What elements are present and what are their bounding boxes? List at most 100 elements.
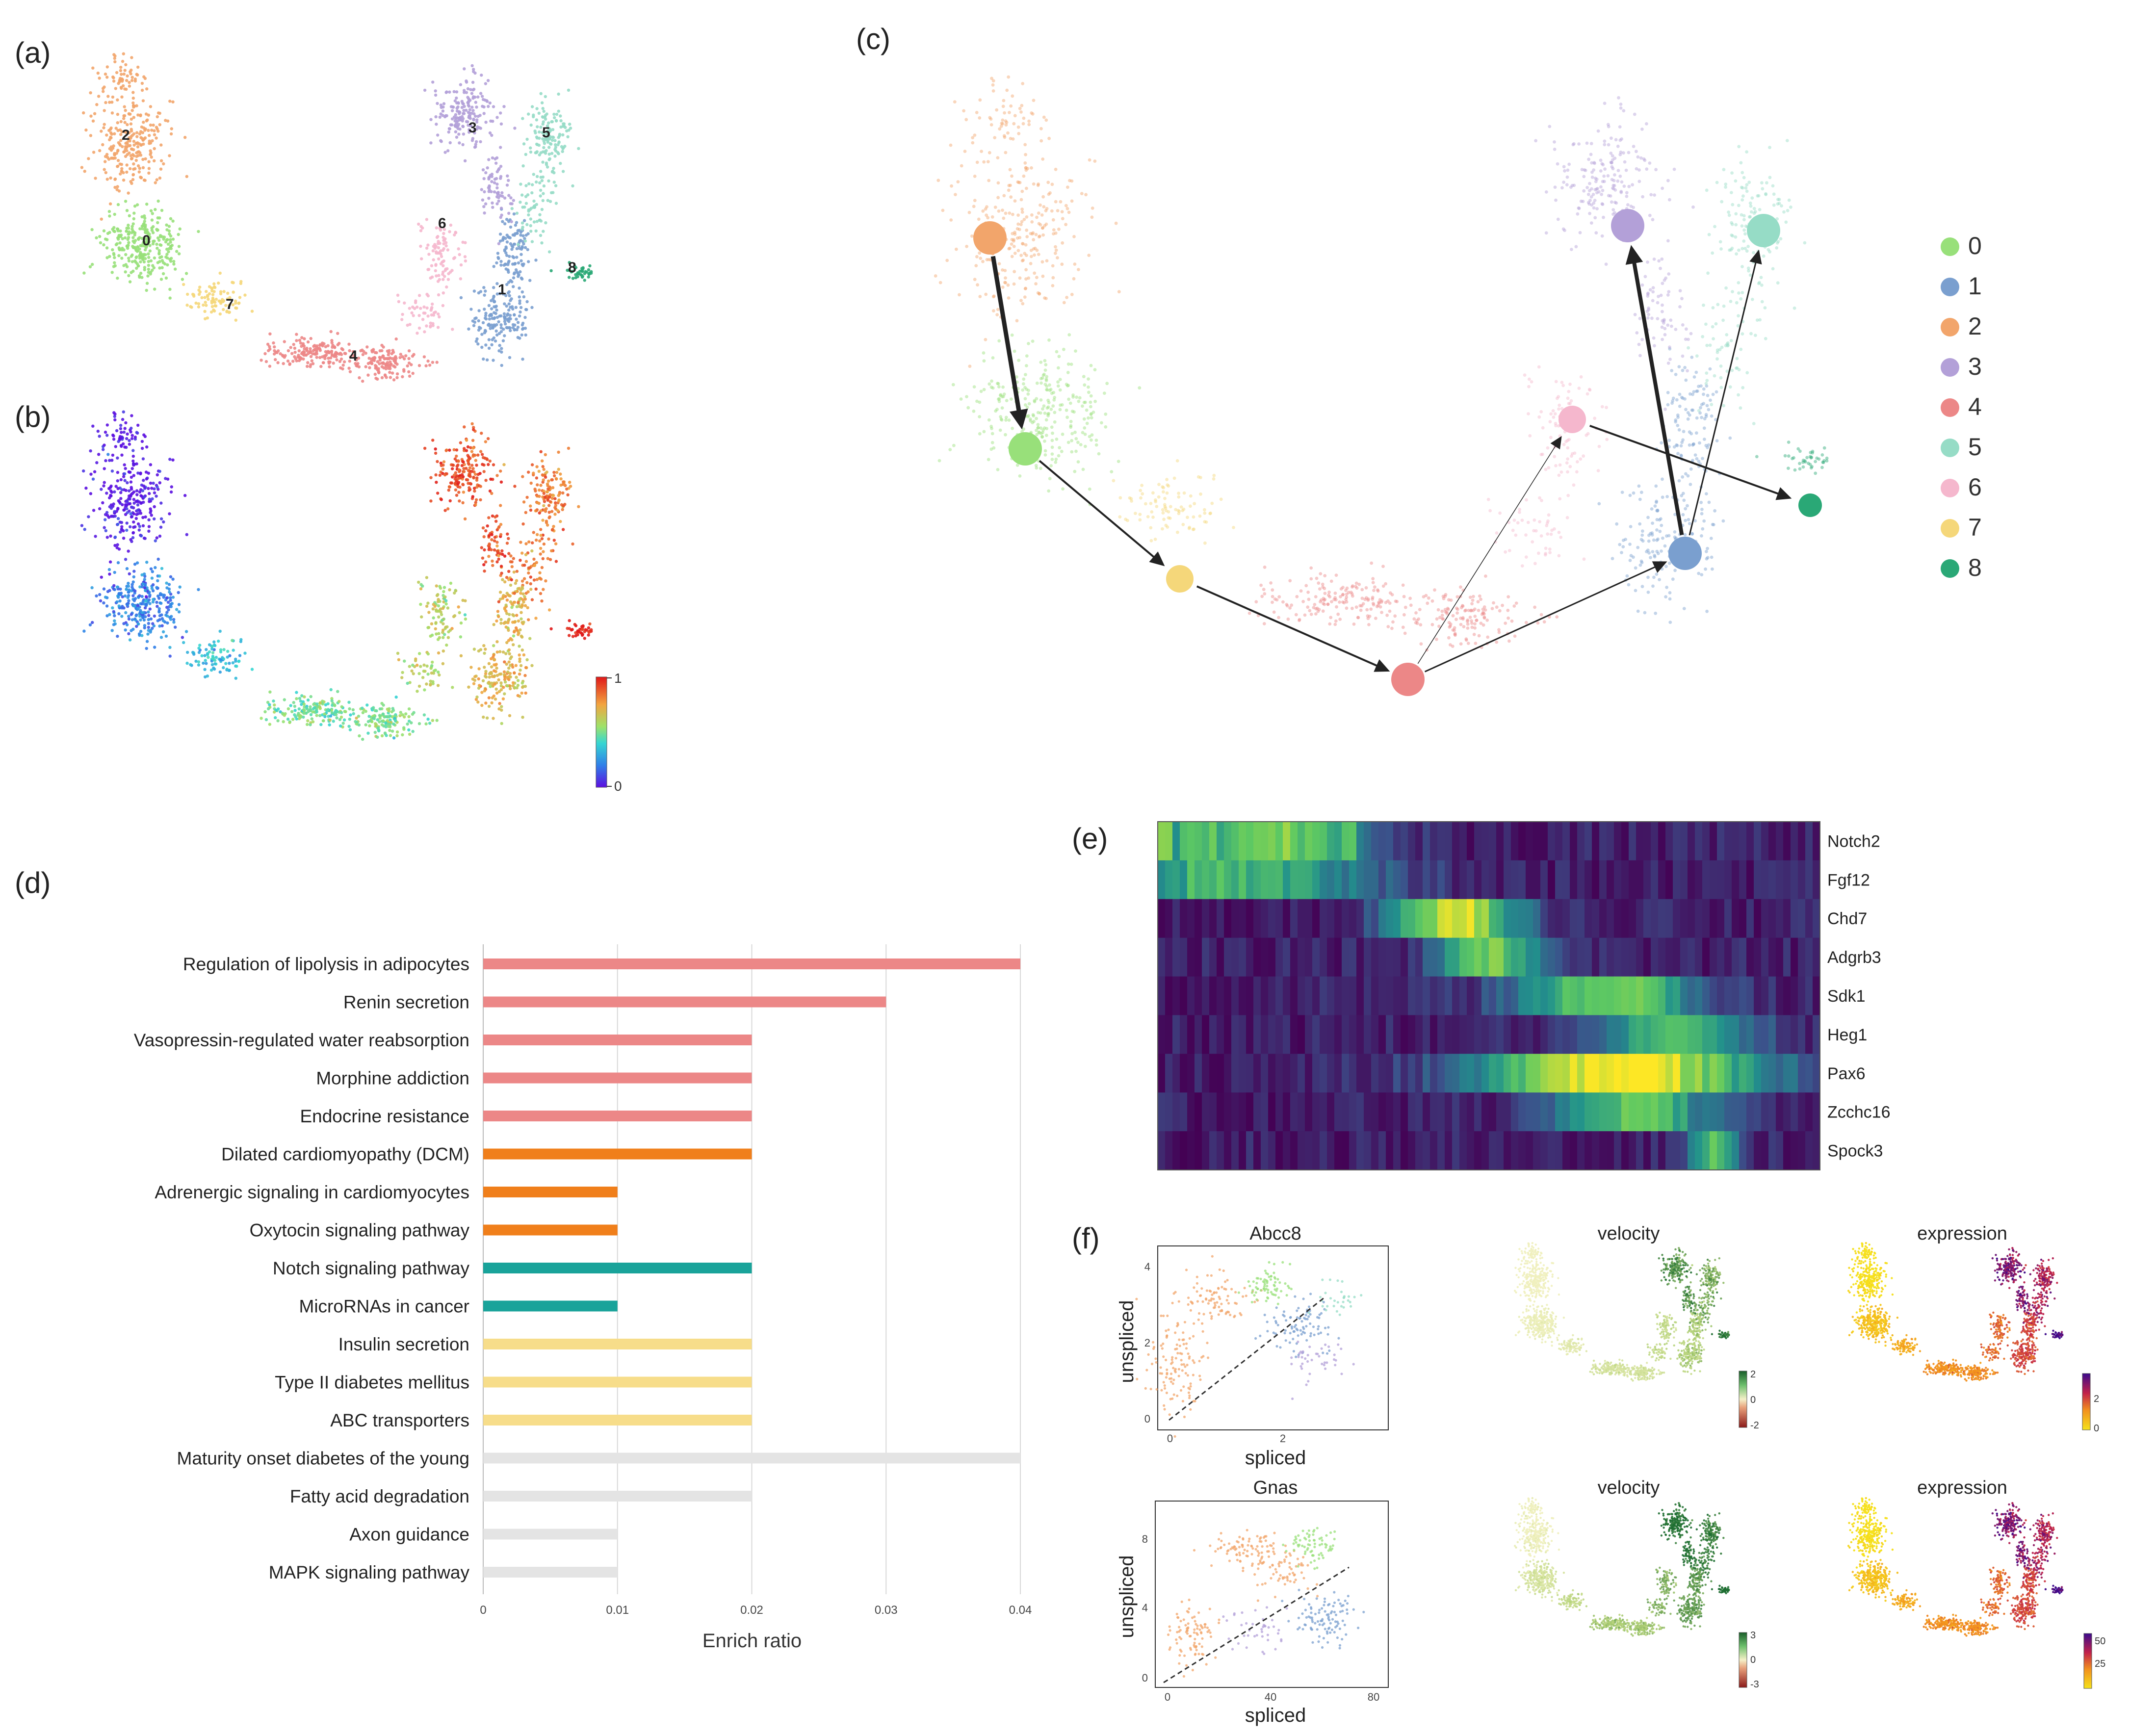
pseudotime-point bbox=[148, 492, 151, 495]
trajectory-point bbox=[1087, 416, 1090, 420]
pseudotime-point bbox=[147, 471, 150, 475]
trajectory-point bbox=[1103, 391, 1106, 395]
umap-point bbox=[487, 346, 491, 350]
umap-point bbox=[481, 198, 485, 202]
umap-point bbox=[499, 175, 503, 178]
pseudotime-point bbox=[335, 716, 338, 720]
umap-point bbox=[509, 225, 513, 229]
umap-point bbox=[445, 267, 449, 271]
umap-point bbox=[267, 349, 270, 352]
pseudotime-point bbox=[470, 450, 474, 453]
trajectory-point bbox=[1334, 598, 1338, 602]
pseudotime-point bbox=[492, 623, 495, 626]
umap-point bbox=[541, 199, 545, 203]
pseudotime-point bbox=[95, 461, 99, 465]
trajectory-point bbox=[1065, 383, 1068, 386]
umap-point bbox=[117, 246, 121, 250]
umap-point bbox=[130, 76, 134, 79]
umap-point bbox=[117, 81, 120, 85]
pseudotime-point bbox=[200, 654, 204, 658]
trajectory-point bbox=[1025, 235, 1029, 238]
pseudotime-point bbox=[542, 550, 545, 553]
trajectory-point bbox=[1321, 582, 1325, 586]
pseudotime-point bbox=[131, 594, 135, 597]
pseudotime-point bbox=[394, 719, 397, 723]
umap-point bbox=[311, 362, 315, 365]
umap-point bbox=[116, 203, 120, 207]
pseudotime-point bbox=[520, 691, 523, 695]
pseudotime-point bbox=[466, 478, 469, 482]
trajectory-point bbox=[1005, 88, 1009, 92]
trajectory-point bbox=[1495, 640, 1499, 644]
umap-point bbox=[557, 135, 560, 139]
umap-point bbox=[458, 141, 461, 145]
pseudotime-point bbox=[158, 574, 161, 578]
umap-point bbox=[423, 330, 426, 334]
umap-point bbox=[453, 256, 457, 259]
pseudotime-point bbox=[435, 719, 439, 722]
pseudotime-point bbox=[547, 479, 550, 483]
pseudotime-point bbox=[338, 718, 342, 722]
umap-point bbox=[156, 221, 159, 225]
trajectory-point bbox=[1012, 238, 1016, 242]
umap-point bbox=[456, 119, 460, 123]
pseudotime-point bbox=[502, 463, 506, 466]
umap-point bbox=[91, 262, 94, 266]
umap-point bbox=[378, 349, 382, 353]
pseudotime-point bbox=[282, 720, 285, 724]
pseudotime-point bbox=[515, 614, 519, 617]
trajectory-point bbox=[1008, 246, 1012, 250]
umap-point bbox=[377, 368, 380, 372]
pseudotime-point bbox=[157, 596, 161, 600]
umap-point bbox=[394, 337, 398, 341]
trajectory-point bbox=[1338, 600, 1342, 604]
pseudotime-point bbox=[140, 440, 144, 443]
trajectory-point bbox=[1022, 174, 1026, 178]
pseudotime-point bbox=[165, 596, 169, 600]
trajectory-point bbox=[1374, 617, 1377, 620]
umap-point bbox=[481, 168, 485, 172]
umap-point bbox=[117, 254, 121, 258]
umap-point bbox=[340, 347, 343, 350]
umap-point bbox=[527, 112, 530, 116]
pseudotime-point bbox=[547, 511, 551, 514]
trajectory-point bbox=[1459, 622, 1463, 626]
trajectory-point bbox=[1089, 405, 1092, 409]
pseudotime-point bbox=[541, 518, 545, 522]
umap-point bbox=[141, 157, 145, 161]
umap-point bbox=[430, 313, 433, 317]
umap-point bbox=[263, 352, 267, 356]
trajectory-point bbox=[1555, 615, 1559, 619]
umap-point bbox=[474, 140, 478, 144]
trajectory-point bbox=[1318, 587, 1322, 591]
umap-point bbox=[500, 350, 503, 354]
pseudotime-point bbox=[238, 654, 242, 657]
umap-point bbox=[392, 364, 395, 368]
umap-point bbox=[468, 99, 472, 102]
umap-point bbox=[517, 275, 520, 278]
pseudotime-point bbox=[116, 470, 120, 474]
trajectory-point bbox=[1149, 526, 1153, 530]
umap-point bbox=[442, 102, 446, 105]
pseudotime-point bbox=[208, 643, 211, 647]
pseudotime-point bbox=[503, 580, 507, 584]
umap-point bbox=[404, 354, 408, 358]
pseudotime-point bbox=[396, 651, 400, 655]
pseudotime-point bbox=[529, 504, 532, 508]
pseudotime-point bbox=[442, 622, 445, 625]
pseudotime-point bbox=[378, 714, 382, 718]
pseudotime-point bbox=[137, 622, 140, 626]
pseudotime-point bbox=[122, 622, 126, 625]
pseudotime-point bbox=[497, 690, 501, 694]
umap-point bbox=[119, 229, 122, 233]
trajectory-point bbox=[1341, 600, 1345, 604]
umap-point bbox=[524, 195, 528, 198]
umap-point bbox=[228, 296, 232, 299]
umap-point bbox=[116, 112, 120, 116]
pseudotime-point bbox=[524, 560, 528, 563]
umap-point bbox=[519, 201, 522, 204]
umap-point bbox=[448, 90, 451, 94]
umap-point bbox=[108, 101, 111, 104]
umap-point bbox=[268, 345, 271, 348]
trajectory-point bbox=[1104, 425, 1108, 429]
